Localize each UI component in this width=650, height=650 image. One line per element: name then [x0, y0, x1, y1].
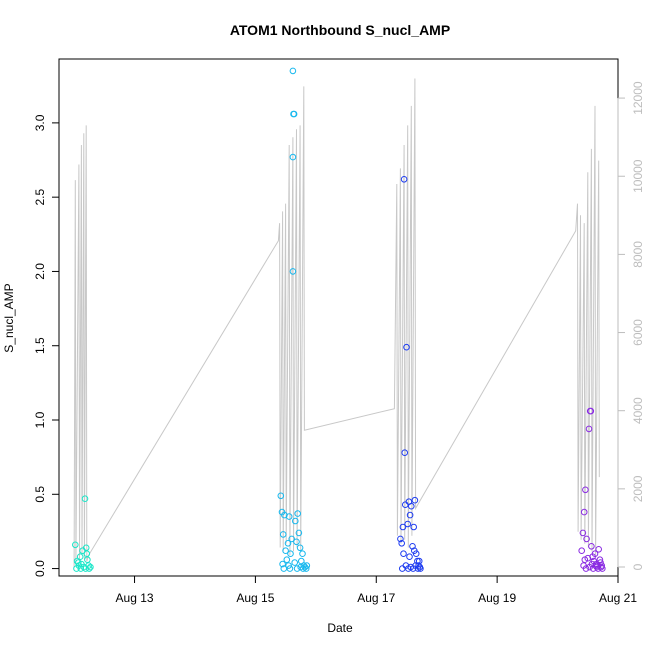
y-axis-right: 0 2000 4000 6000 8000 10000 12000 [617, 81, 645, 570]
data-point [291, 559, 299, 566]
data-point [284, 540, 292, 547]
x-tick-label: Aug 21 [599, 591, 637, 605]
data-point [404, 520, 412, 528]
data-point [299, 550, 306, 558]
plot-frame [58, 58, 619, 577]
data-point [406, 511, 414, 519]
y-left-tick-label: 1.5 [33, 337, 47, 354]
x-tick-label: Aug 17 [357, 591, 395, 605]
y-right-tick-label: 2000 [631, 475, 645, 502]
data-point [579, 529, 587, 537]
data-point [279, 560, 286, 568]
y-right-tick-label: 4000 [631, 397, 645, 424]
data-point [82, 565, 89, 572]
data-point [283, 556, 291, 564]
data-point [597, 559, 604, 566]
data-point [585, 425, 593, 433]
x-tick-label: Aug 19 [478, 591, 516, 605]
y-left-tick-label: 3.0 [33, 114, 47, 131]
data-point [282, 547, 289, 555]
y-left-tick-label: 0.0 [33, 560, 47, 577]
data-point [289, 153, 297, 161]
data-point [414, 565, 422, 572]
data-point [285, 513, 293, 520]
data-point [400, 176, 408, 183]
y-right-tick-label: 0 [631, 563, 645, 570]
data-point [587, 407, 595, 415]
data-point [73, 565, 80, 572]
data-point [76, 553, 84, 561]
data-point [399, 565, 406, 572]
data-point [400, 550, 407, 558]
data-point [288, 535, 296, 543]
data-point [286, 565, 294, 572]
data-point [289, 67, 297, 75]
data-point [411, 496, 419, 504]
y-right-tick-label: 12000 [631, 81, 645, 115]
data-point [287, 550, 294, 558]
data-point [578, 547, 586, 555]
data-point [408, 502, 415, 510]
chart-title: ATOM1 Northbound S_nucl_AMP [230, 22, 450, 38]
data-point [410, 523, 418, 531]
data-point [588, 560, 596, 568]
y-right-tick-label: 6000 [631, 319, 645, 346]
data-point [581, 556, 589, 564]
y-left-tick-label: 2.5 [33, 189, 47, 206]
data-point [296, 544, 304, 552]
x-axis: Aug 13 Aug 15 Aug 17 Aug 19 Aug 21 [116, 575, 637, 605]
x-axis-label: Date [327, 621, 353, 635]
data-point [411, 547, 418, 555]
x-tick-label: Aug 13 [116, 591, 154, 605]
data-point [85, 565, 93, 572]
y-axis-left: 0.0 0.5 1.0 1.5 2.0 2.5 3.0 [33, 114, 60, 577]
y-right-tick-label: 10000 [631, 159, 645, 193]
y-left-tick-label: 0.5 [33, 486, 47, 503]
data-point [403, 343, 410, 351]
point-layer [72, 67, 606, 572]
series-line [73, 78, 600, 568]
data-point [583, 535, 590, 543]
y-left-tick-label: 1.0 [33, 411, 47, 428]
data-point [591, 550, 599, 558]
data-point [293, 538, 300, 546]
data-point [580, 508, 588, 516]
data-point [75, 559, 82, 566]
data-point [595, 546, 603, 553]
data-point [399, 523, 407, 531]
data-point [279, 531, 287, 538]
data-point [292, 517, 299, 525]
data-point [290, 110, 298, 118]
data-point [582, 565, 590, 572]
line-layer [73, 78, 600, 568]
x-tick-label: Aug 15 [236, 591, 274, 605]
data-point [588, 543, 595, 550]
data-point [598, 562, 606, 569]
data-point [294, 510, 302, 517]
data-point [301, 563, 309, 571]
data-point [303, 562, 311, 569]
data-point [77, 565, 85, 572]
data-point [72, 541, 79, 549]
data-point [285, 562, 292, 569]
y-left-tick-label: 2.0 [33, 263, 47, 280]
data-point [83, 550, 91, 558]
data-point [582, 486, 589, 494]
data-point [406, 553, 413, 561]
data-point [417, 565, 424, 572]
data-point [277, 492, 285, 500]
data-point [397, 535, 404, 543]
data-point [401, 449, 409, 457]
data-point [81, 495, 89, 503]
data-point [295, 529, 303, 537]
data-point [293, 565, 301, 572]
data-point [415, 557, 423, 565]
data-point [289, 268, 297, 275]
data-point [596, 556, 604, 564]
data-point [409, 543, 416, 550]
data-point [398, 540, 406, 547]
y-axis-label: S_nucl_AMP [2, 283, 16, 352]
y-right-tick-label: 8000 [631, 241, 645, 268]
